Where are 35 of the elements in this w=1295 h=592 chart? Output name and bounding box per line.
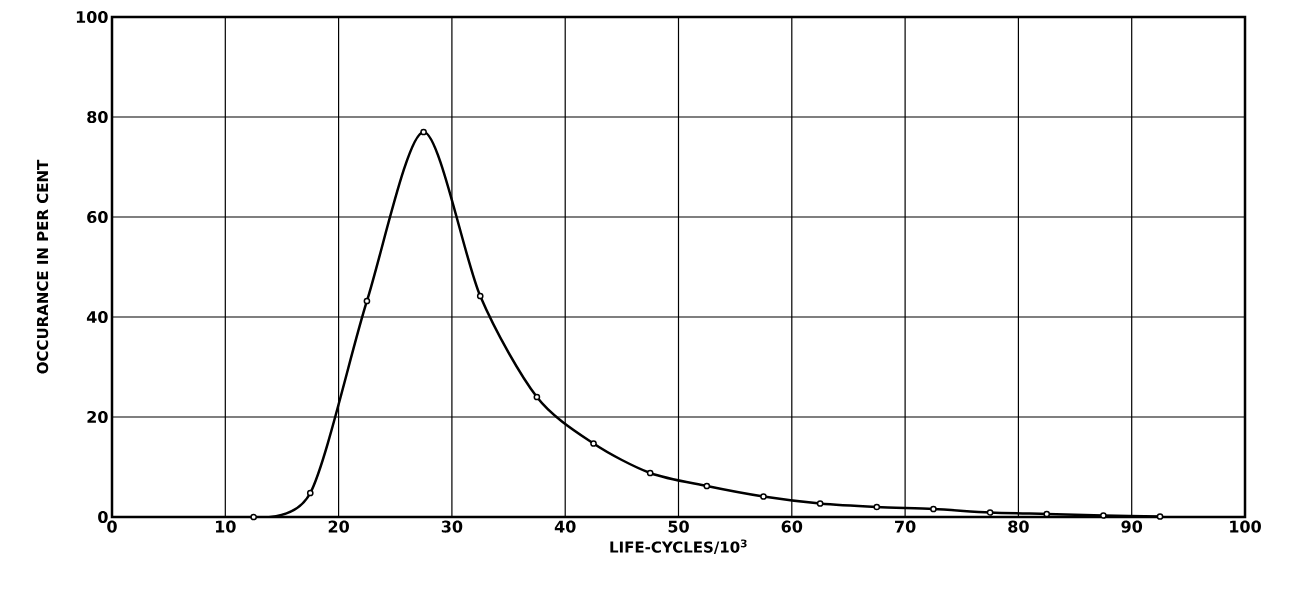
point: [703, 482, 711, 490]
point: [986, 509, 994, 516]
point: [816, 500, 824, 507]
point: [533, 393, 541, 401]
x-tick-label: 10: [215, 520, 236, 533]
y-axis-title: OCCURANCE IN PER CENT: [36, 159, 49, 374]
x-tick-label: 0: [107, 520, 117, 533]
y-tick-label: 60: [87, 210, 108, 224]
point: [420, 128, 427, 136]
x-tick-label: 100: [1230, 520, 1261, 533]
point: [306, 489, 314, 497]
point: [476, 292, 484, 300]
x-tick-label: 80: [1008, 520, 1029, 533]
x-tick-label: 20: [328, 520, 349, 533]
x-axis-title: LIFE-CYCLES/10$^{3}$: [610, 539, 747, 554]
x-tick-label: 90: [1121, 520, 1143, 533]
point: [363, 297, 371, 305]
y-tick-label: 20: [87, 410, 108, 424]
x-tick-label: 60: [781, 520, 803, 533]
point: [646, 469, 654, 477]
point: [930, 505, 937, 513]
point: [1100, 512, 1107, 519]
y-tick-label: 80: [87, 110, 108, 124]
x-tick-label: 70: [895, 520, 916, 533]
point: [1156, 513, 1164, 520]
y-tick-label: 40: [86, 310, 108, 324]
x-tick-label: 40: [554, 520, 576, 533]
x-tick-label: 30: [441, 520, 463, 533]
point: [760, 493, 767, 500]
y-tick-label: 0: [98, 510, 108, 524]
x-tick-label: 50: [668, 520, 689, 533]
point: [590, 440, 597, 447]
point: [873, 503, 881, 511]
y-tick-label: 100: [76, 10, 108, 24]
point: [250, 513, 257, 521]
